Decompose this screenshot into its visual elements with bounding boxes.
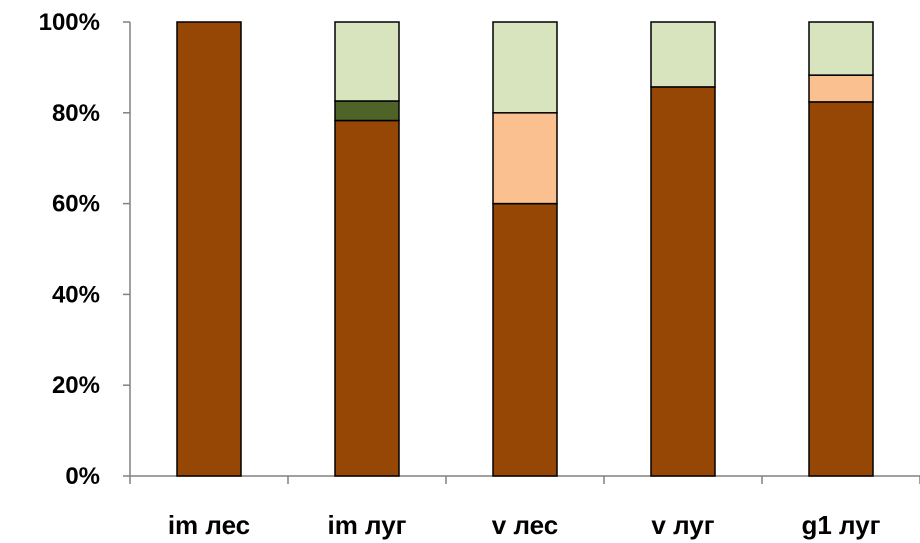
x-category-label: v лес bbox=[492, 510, 558, 540]
y-tick-label: 40% bbox=[52, 281, 100, 308]
bar-segment-1-3 bbox=[334, 21, 400, 102]
bar-segment-3-3 bbox=[650, 21, 716, 88]
bar-segment-2-2 bbox=[492, 112, 558, 205]
bars bbox=[176, 21, 874, 477]
bar-segment-1-1 bbox=[334, 100, 400, 122]
bar-segment-2-0 bbox=[492, 202, 558, 477]
x-category-label: v луг bbox=[651, 510, 714, 540]
labels: 0% 20% 40% 60% 80% 100% im лес im луг v лес v луг… bbox=[39, 9, 881, 540]
y-tick-label: 20% bbox=[52, 372, 100, 399]
bar-segment-4-0 bbox=[808, 101, 874, 477]
bar-segment-4-3 bbox=[808, 21, 874, 76]
y-tick-label: 100% bbox=[39, 9, 100, 36]
bar-segment-2-3 bbox=[492, 21, 558, 114]
x-category-label: g1 луг bbox=[801, 510, 880, 540]
y-tick-label: 80% bbox=[52, 100, 100, 127]
y-tick-label: 60% bbox=[52, 191, 100, 218]
y-tick-label: 0% bbox=[65, 463, 100, 490]
bar-segment-3-0 bbox=[650, 86, 716, 477]
x-category-label: im лес bbox=[168, 510, 250, 540]
bar-segment-4-2 bbox=[808, 74, 874, 103]
x-category-label: im луг bbox=[327, 510, 406, 540]
bar-segment-1-0 bbox=[334, 119, 400, 477]
bar-segment-0-0 bbox=[176, 21, 242, 477]
